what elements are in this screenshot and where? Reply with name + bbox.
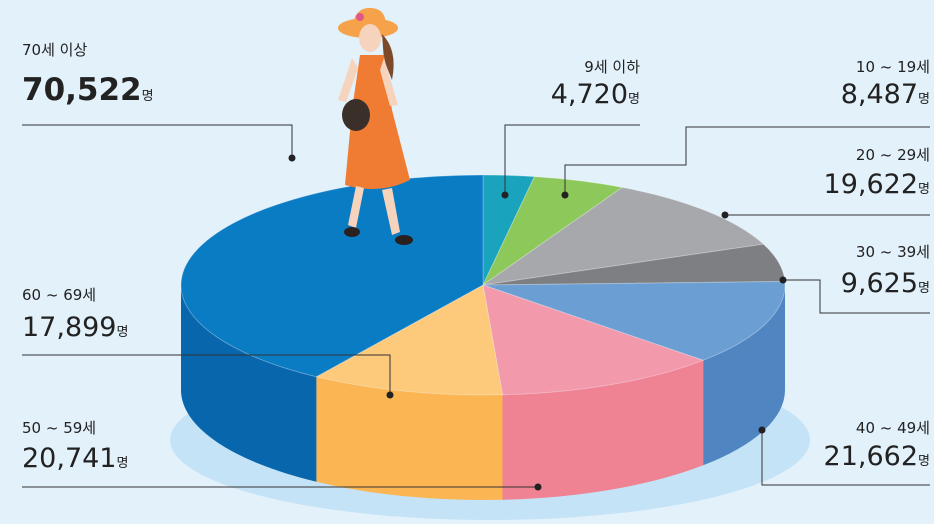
value-label: 21,662명 xyxy=(824,441,930,472)
value-label: 8,487명 xyxy=(841,79,930,110)
value-unit: 명 xyxy=(116,325,128,340)
value-unit: 명 xyxy=(918,182,930,197)
value-label: 9,625명 xyxy=(841,268,930,299)
category-label: 50 ~ 59세 xyxy=(22,419,96,437)
leader-dot xyxy=(502,192,509,199)
value-unit: 명 xyxy=(918,454,930,469)
value-label: 70,522명 xyxy=(22,72,154,108)
value-number: 4,720 xyxy=(551,79,628,110)
category-label: 10 ~ 19세 xyxy=(856,58,930,76)
value-label: 17,899명 xyxy=(22,312,128,343)
category-label: 70세 이상 xyxy=(22,41,87,59)
value-label: 20,741명 xyxy=(22,443,128,474)
value-label: 4,720명 xyxy=(551,79,640,110)
value-number: 9,625 xyxy=(841,268,918,299)
value-number: 70,522 xyxy=(22,72,142,108)
leader-line xyxy=(22,125,292,158)
leader-dot xyxy=(387,392,394,399)
value-unit: 명 xyxy=(918,92,930,107)
value-number: 19,622 xyxy=(824,169,918,200)
value-number: 8,487 xyxy=(841,79,918,110)
category-label: 30 ~ 39세 xyxy=(856,243,930,261)
leader-dot xyxy=(780,277,787,284)
value-unit: 명 xyxy=(628,92,640,107)
value-unit: 명 xyxy=(918,281,930,296)
category-label: 60 ~ 69세 xyxy=(22,286,96,304)
value-number: 17,899 xyxy=(22,312,116,343)
category-label: 40 ~ 49세 xyxy=(856,419,930,437)
value-unit: 명 xyxy=(116,456,128,471)
leader-dot xyxy=(759,427,766,434)
leader-dot xyxy=(289,155,296,162)
page: {"chart_data": {"type": "pie3d", "catego… xyxy=(0,0,934,524)
category-label: 20 ~ 29세 xyxy=(856,146,930,164)
value-number: 20,741 xyxy=(22,443,116,474)
chart: 9세 이하4,720명10 ~ 19세8,487명20 ~ 29세19,622명… xyxy=(0,0,934,524)
value-number: 21,662 xyxy=(824,441,918,472)
leader-dot xyxy=(722,212,729,219)
category-label: 9세 이하 xyxy=(584,58,640,76)
leader-dot xyxy=(535,484,542,491)
value-unit: 명 xyxy=(142,89,154,104)
pie-tops xyxy=(181,175,785,395)
leader-dot xyxy=(562,192,569,199)
value-label: 19,622명 xyxy=(824,169,930,200)
